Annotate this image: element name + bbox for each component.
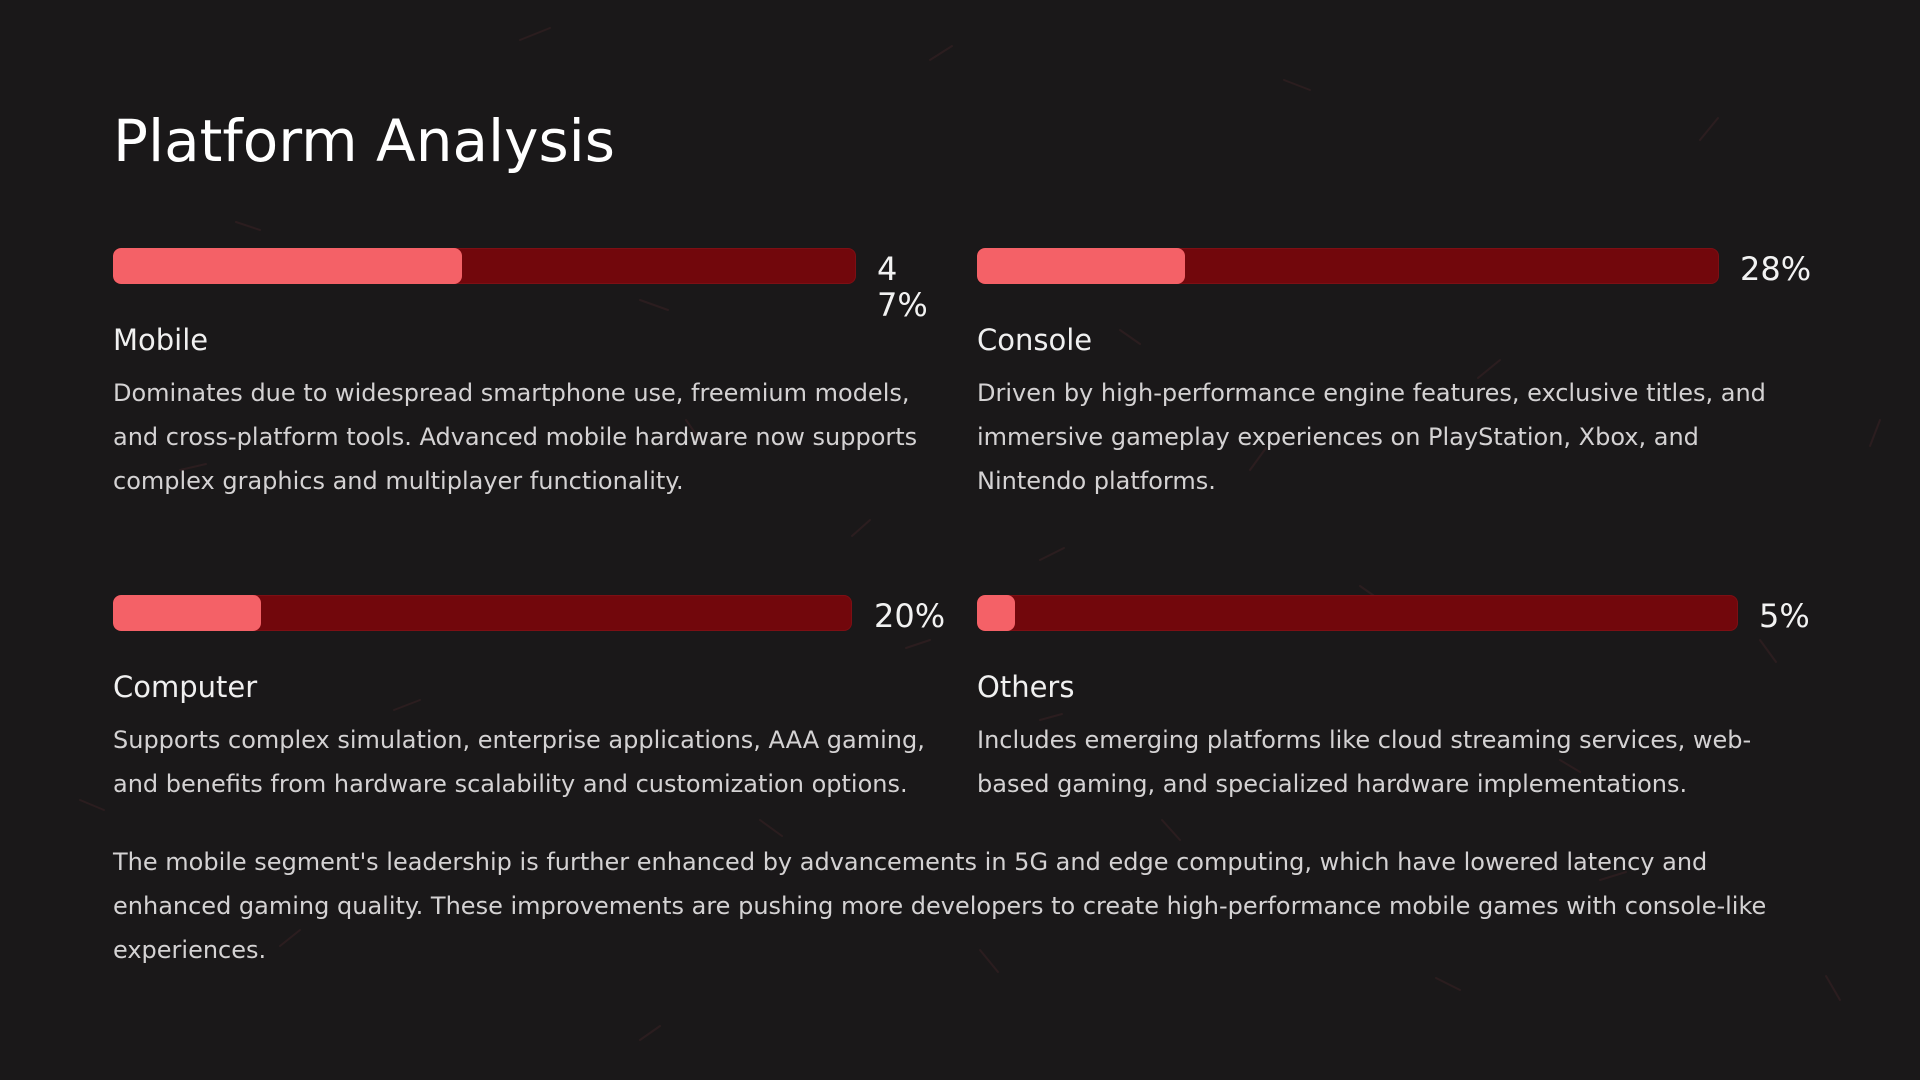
share-percent: 47%: [877, 250, 928, 324]
share-bar-fill: [113, 248, 462, 284]
platform-name: Console: [977, 323, 1093, 357]
platform-card-computer: 20% Computer Supports complex simulation…: [113, 595, 945, 815]
platform-description: Includes emerging platforms like cloud s…: [977, 726, 1752, 798]
page-title: Platform Analysis: [113, 107, 616, 175]
platform-card-mobile: 47% Mobile Dominates due to widespread s…: [113, 248, 933, 508]
platform-description: Dominates due to widespread smartphone u…: [113, 379, 918, 495]
platform-description: Supports complex simulation, enterprise …: [113, 726, 925, 798]
share-bar-track: [977, 595, 1738, 631]
platform-name: Others: [977, 670, 1075, 704]
share-bar-row: 28%: [977, 248, 1811, 318]
platform-name: Computer: [113, 670, 258, 704]
platform-card-others: 5% Others Includes emerging platforms li…: [977, 595, 1810, 815]
summary-text: The mobile segment's leadership is furth…: [113, 848, 1767, 964]
share-bar-track: [113, 595, 852, 631]
share-bar-fill: [113, 595, 261, 631]
share-percent: 5%: [1759, 597, 1810, 635]
platform-card-console: 28% Console Driven by high-performance e…: [977, 248, 1811, 508]
share-bar-row: 5%: [977, 595, 1810, 665]
share-percent: 20%: [874, 597, 946, 635]
platform-description: Driven by high-performance engine featur…: [977, 379, 1766, 495]
share-percent: 28%: [1740, 250, 1812, 288]
share-bar-track: [977, 248, 1719, 284]
share-bar-fill: [977, 595, 1015, 631]
share-bar-fill: [977, 248, 1185, 284]
share-bar-track: [113, 248, 856, 284]
share-bar-row: 20%: [113, 595, 945, 665]
platform-name: Mobile: [113, 323, 209, 357]
share-bar-row: 47%: [113, 248, 933, 323]
